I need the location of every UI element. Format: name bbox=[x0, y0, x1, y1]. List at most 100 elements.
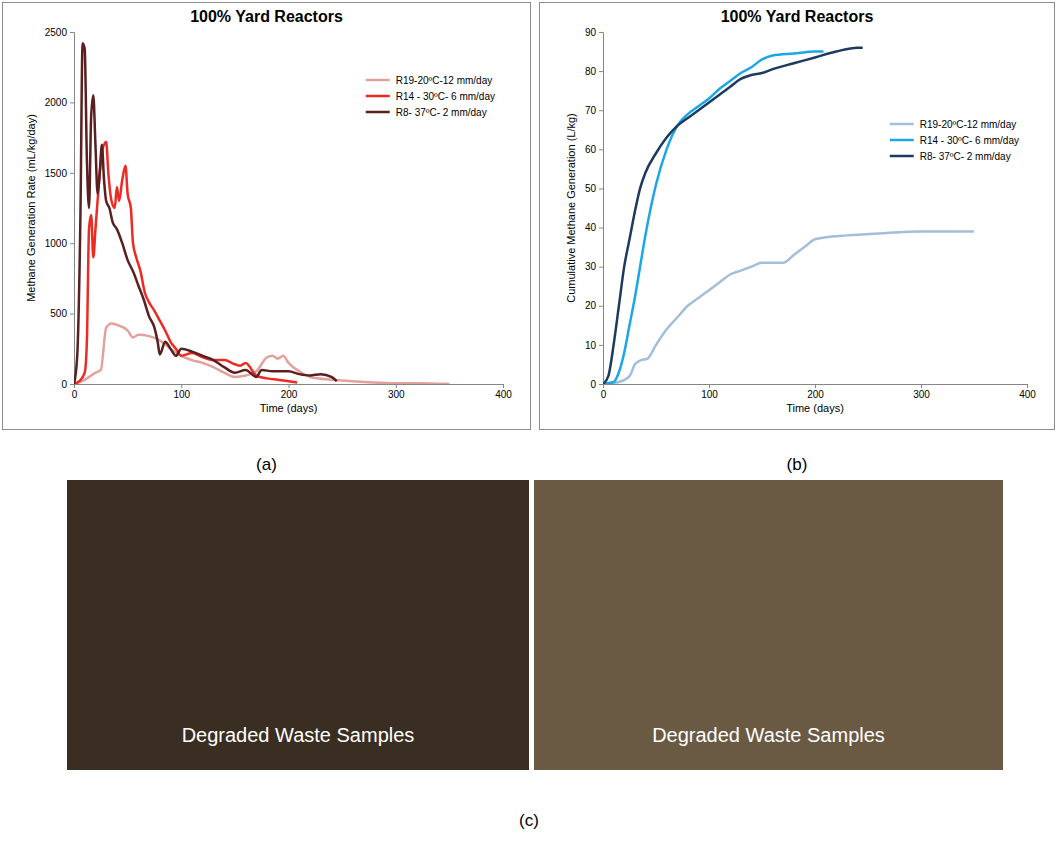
series-line bbox=[74, 43, 337, 384]
y-tick-mark bbox=[70, 173, 74, 174]
legend-swatch bbox=[366, 95, 390, 98]
y-tick-label: 0 bbox=[61, 379, 67, 390]
x-axis-title: Time (days) bbox=[260, 402, 318, 414]
y-tick: 1000 bbox=[45, 238, 74, 249]
legend-label: R14 - 30ºC- 6 mm/day bbox=[396, 91, 495, 102]
legend-item: R8- 37ºC- 2 mm/day bbox=[366, 107, 487, 118]
x-tick-mark bbox=[815, 384, 816, 388]
x-tick: 400 bbox=[1019, 384, 1036, 400]
legend-swatch bbox=[366, 79, 390, 82]
y-tick-label: 80 bbox=[585, 66, 597, 77]
x-axis-title: Time (days) bbox=[786, 402, 844, 414]
y-tick-mark bbox=[599, 110, 603, 111]
y-tick: 60 bbox=[585, 144, 603, 155]
panel-label: (c) bbox=[519, 811, 539, 830]
y-tick-label: 60 bbox=[585, 144, 597, 155]
x-tick-mark bbox=[503, 384, 504, 388]
y-tick-label: 40 bbox=[585, 222, 597, 233]
y-tick-label: 2000 bbox=[45, 97, 68, 108]
figure: 100% Yard Reactors0100200300400050010001… bbox=[0, 0, 1058, 842]
x-axis: 0 100 200 300 400 bbox=[601, 384, 1037, 400]
y-tick: 30 bbox=[585, 261, 603, 272]
y-tick: 10 bbox=[585, 340, 603, 351]
legend-swatch bbox=[366, 111, 390, 114]
y-tick-mark bbox=[70, 32, 74, 33]
legend-item: R14 - 30ºC- 6 mm/day bbox=[890, 135, 1019, 146]
panel-label: (b) bbox=[787, 455, 808, 474]
x-tick-label: 200 bbox=[807, 389, 824, 400]
x-tick-label: 0 bbox=[601, 389, 607, 400]
legend-label: R19-20ºC-12 mm/day bbox=[396, 75, 492, 86]
legend-item: R19-20ºC-12 mm/day bbox=[890, 119, 1016, 130]
y-tick-label: 90 bbox=[585, 27, 597, 38]
photos: Degraded Waste SamplesDegraded Waste Sam… bbox=[67, 480, 1003, 770]
chart-panel: 100% Yard Reactors0100200300400010203040… bbox=[540, 3, 1055, 430]
y-tick: 0 bbox=[61, 379, 74, 390]
x-tick: 100 bbox=[701, 384, 718, 400]
lines bbox=[603, 48, 974, 384]
y-tick-mark bbox=[599, 188, 603, 189]
x-axis-line bbox=[75, 385, 504, 389]
y-tick-label: 70 bbox=[585, 105, 597, 116]
y-tick-mark bbox=[599, 228, 603, 229]
x-tick-label: 300 bbox=[913, 389, 930, 400]
legend-label: R14 - 30ºC- 6 mm/day bbox=[920, 135, 1019, 146]
y-axis-line bbox=[70, 33, 75, 385]
x-tick-label: 0 bbox=[72, 389, 78, 400]
y-tick: 70 bbox=[585, 105, 603, 116]
y-tick: 1500 bbox=[45, 168, 74, 179]
y-tick-mark bbox=[70, 102, 74, 103]
x-tick-label: 300 bbox=[388, 389, 405, 400]
y-tick: 2000 bbox=[45, 97, 74, 108]
x-tick-label: 200 bbox=[281, 389, 298, 400]
series-line bbox=[603, 52, 823, 384]
y-tick: 40 bbox=[585, 222, 603, 233]
y-tick-label: 20 bbox=[585, 300, 597, 311]
y-tick-label: 500 bbox=[50, 308, 67, 319]
y-axis: 0 10 20 30 40 50 60 70 80 90 bbox=[585, 27, 604, 390]
x-tick-mark bbox=[709, 384, 710, 388]
y-axis: 0 500 1000 1500 2000 2500 bbox=[45, 27, 75, 390]
x-tick: 0 bbox=[72, 384, 78, 400]
y-tick-mark bbox=[599, 32, 603, 33]
chart-frame bbox=[540, 3, 1055, 430]
y-tick: 20 bbox=[585, 300, 603, 311]
x-tick-mark bbox=[1027, 384, 1028, 388]
x-tick-label: 100 bbox=[701, 389, 718, 400]
series-line bbox=[74, 142, 297, 384]
legend-item: R8- 37ºC- 2 mm/day bbox=[890, 151, 1011, 162]
x-tick-mark bbox=[181, 384, 182, 388]
y-tick: 90 bbox=[585, 27, 603, 38]
y-tick: 2500 bbox=[45, 27, 74, 38]
x-tick: 200 bbox=[281, 384, 298, 400]
y-tick: 0 bbox=[590, 379, 603, 390]
photo bbox=[67, 480, 529, 770]
x-tick-mark bbox=[289, 384, 290, 388]
x-tick: 0 bbox=[601, 384, 607, 400]
legend-swatch bbox=[890, 123, 914, 126]
y-tick-mark bbox=[599, 267, 603, 268]
legend: R19-20ºC-12 mm/day R14 - 30ºC- 6 mm/day R8… bbox=[366, 75, 495, 118]
y-tick-label: 2500 bbox=[45, 27, 68, 38]
y-tick-label: 10 bbox=[585, 340, 597, 351]
y-tick-mark bbox=[599, 345, 603, 346]
series-line bbox=[74, 323, 449, 384]
legend-item: R14 - 30ºC- 6 mm/day bbox=[366, 91, 495, 102]
legend-item: R19-20ºC-12 mm/day bbox=[366, 75, 492, 86]
photo bbox=[534, 480, 1003, 770]
x-axis: 0100200300400 bbox=[72, 384, 513, 400]
plot-area: 010020030040005001000150020002500Time (d… bbox=[25, 27, 512, 414]
y-tick: 50 bbox=[585, 183, 603, 194]
chart-title: 100% Yard Reactors bbox=[190, 8, 343, 25]
y-axis-line bbox=[599, 33, 604, 385]
x-tick-mark bbox=[921, 384, 922, 388]
y-tick-mark bbox=[599, 384, 603, 385]
y-tick: 500 bbox=[50, 308, 74, 319]
y-tick: 80 bbox=[585, 66, 603, 77]
series-line bbox=[603, 48, 863, 384]
legend-swatch bbox=[890, 139, 914, 142]
x-tick: 300 bbox=[388, 384, 405, 400]
legend-label: R8- 37ºC- 2 mm/day bbox=[920, 151, 1011, 162]
y-tick-label: 30 bbox=[585, 261, 597, 272]
y-tick-mark bbox=[70, 314, 74, 315]
